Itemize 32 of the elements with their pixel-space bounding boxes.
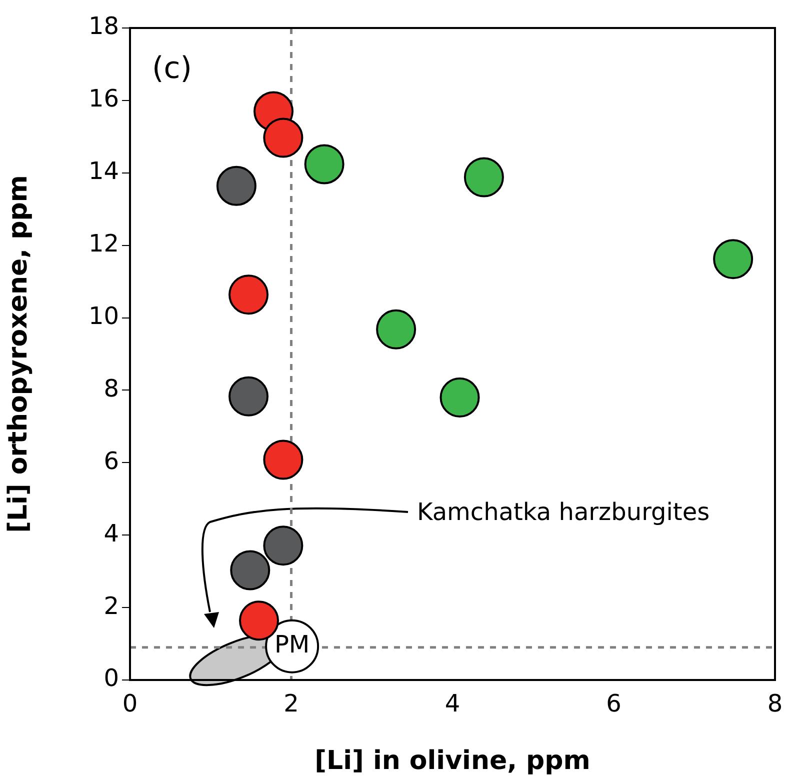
y-tick-label: 6 <box>104 446 119 475</box>
x-tick-label: 2 <box>284 690 299 718</box>
point <box>228 376 269 416</box>
point <box>228 274 269 315</box>
point <box>230 550 270 590</box>
point <box>263 118 304 158</box>
x-axis-title: [Li] in olivine, ppm <box>314 746 590 776</box>
point <box>464 157 504 198</box>
y-tick-label: 14 <box>88 157 119 186</box>
y-tick-label: 0 <box>104 664 119 692</box>
point <box>263 440 304 480</box>
x-tick-label: 8 <box>767 690 783 718</box>
annotation: Kamchatka harzburgites <box>417 498 710 526</box>
y-tick-label: 10 <box>88 302 119 330</box>
point <box>263 526 304 566</box>
y-tick-label: 18 <box>88 12 119 40</box>
point <box>376 309 416 350</box>
point <box>304 144 344 184</box>
y-tick-label: 12 <box>88 230 119 258</box>
x-tick-label: 4 <box>444 690 460 718</box>
y-tick-label: 2 <box>104 592 119 620</box>
y-tick-label: 4 <box>104 519 119 548</box>
annotation: (c) <box>152 51 192 86</box>
x-tick-label: 6 <box>606 690 622 718</box>
y-tick-label: 8 <box>104 374 119 402</box>
point <box>440 377 480 418</box>
x-tick-label: 0 <box>122 690 138 718</box>
point <box>216 166 256 206</box>
y-axis-title: [Li] orthopyroxene, ppm <box>3 175 34 533</box>
annotation: PM <box>274 630 310 659</box>
y-tick-label: 16 <box>88 84 119 113</box>
point <box>713 239 754 280</box>
